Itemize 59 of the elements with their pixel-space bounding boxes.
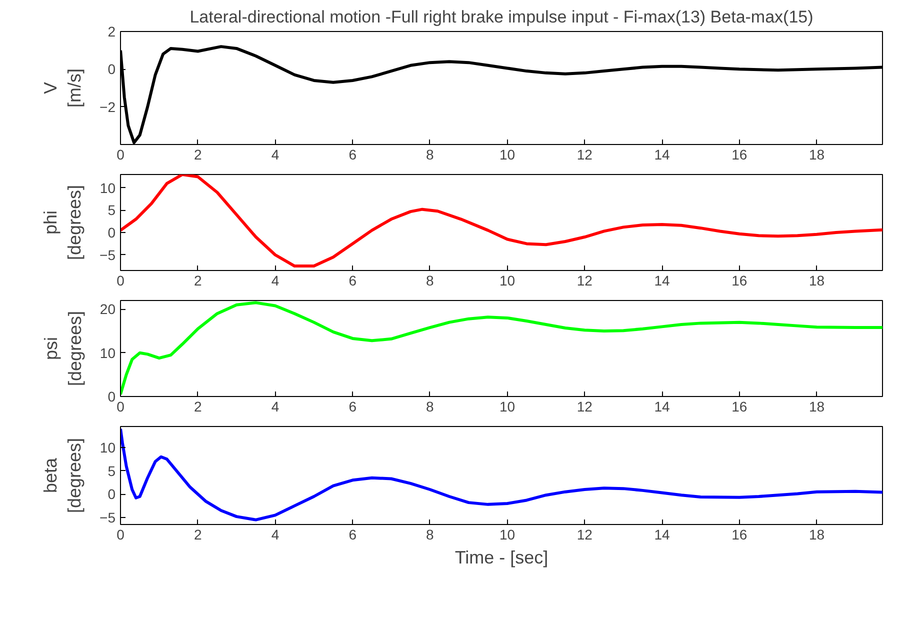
y-tick-label: 10 (100, 440, 116, 456)
y-tick-label: 0 (108, 388, 116, 404)
y-tick-label: 20 (100, 301, 116, 318)
x-tick-label: 4 (271, 526, 280, 542)
x-tick-label: 10 (500, 272, 516, 288)
y-tick-label: −2 (100, 98, 116, 115)
chart-title: Lateral-directional motion -Full right brake impulse input - Fi-max(13) Beta-max(15) (190, 8, 814, 26)
x-tick-label: 10 (500, 526, 516, 542)
x-tick-label: 6 (348, 146, 357, 162)
x-tick-label: 10 (500, 398, 516, 414)
y-tick-label: 0 (108, 486, 116, 502)
x-tick-label: 12 (576, 146, 593, 162)
x-tick-label: 2 (194, 272, 202, 288)
x-tick-label: 14 (654, 526, 670, 542)
y-tick-label: 10 (100, 180, 116, 196)
x-tick-label: 12 (576, 398, 593, 414)
x-tick-label: 2 (194, 398, 202, 414)
x-tick-label: 16 (732, 272, 748, 288)
y-tick-label: 2 (108, 24, 116, 40)
x-tick-label: 10 (500, 146, 516, 162)
x-tick-label: 4 (271, 272, 280, 288)
y-tick-label: 10 (100, 344, 116, 361)
line-series (120, 427, 882, 522)
x-tick-label: 18 (808, 146, 825, 162)
y-tick-label: 0 (108, 61, 116, 78)
x-axis-title: Time - [sec] (454, 548, 548, 568)
y-tick-label: 5 (108, 202, 116, 218)
x-tick-label: 2 (194, 526, 202, 542)
y-axis-title: V [m/s] (40, 68, 85, 108)
y-axis-title: beta [degrees] (40, 438, 85, 514)
y-axis-title: psi [degrees] (40, 310, 85, 386)
y-tick-label: 0 (108, 224, 116, 241)
x-tick-label: 4 (271, 146, 280, 162)
y-tick-label: −5 (100, 510, 116, 526)
x-tick-label: 12 (576, 526, 593, 542)
y-tick-label: −5 (100, 246, 116, 263)
x-tick-label: 18 (808, 272, 825, 288)
x-tick-label: 12 (576, 272, 593, 288)
x-tick-label: 2 (194, 146, 202, 162)
x-tick-label: 14 (654, 146, 670, 162)
x-tick-label: 4 (271, 398, 280, 414)
x-tick-label: 8 (426, 526, 434, 542)
x-tick-label: 14 (654, 272, 670, 288)
x-tick-label: 18 (808, 398, 825, 414)
x-tick-label: 16 (732, 526, 748, 542)
x-tick-label: 8 (426, 146, 434, 162)
y-axis-title: phi [degrees] (40, 184, 85, 260)
x-tick-label: 8 (426, 272, 434, 288)
x-tick-label: 6 (348, 272, 357, 288)
x-tick-label: 6 (348, 526, 357, 542)
x-tick-label: 16 (732, 146, 748, 162)
x-tick-label: 6 (348, 398, 357, 414)
x-tick-label: 8 (426, 398, 434, 414)
line-series (120, 174, 882, 268)
line-series (120, 301, 882, 396)
x-tick-label: 18 (808, 526, 825, 542)
y-tick-label: 5 (108, 462, 116, 479)
x-tick-label: 14 (654, 398, 670, 414)
x-tick-label: 16 (732, 398, 748, 414)
